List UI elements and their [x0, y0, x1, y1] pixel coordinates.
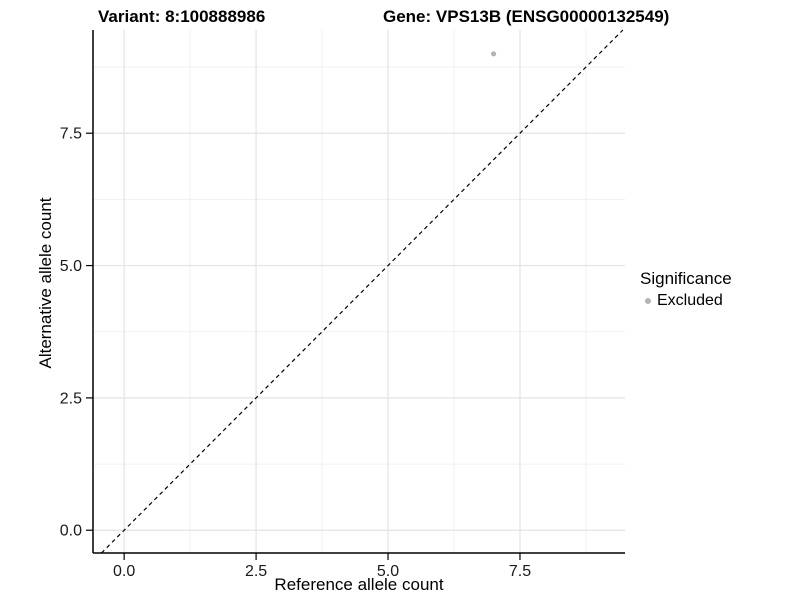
y-tick-label: 5.0 — [60, 258, 82, 275]
identity-reference-line — [101, 29, 624, 554]
y-tick-label: 0.0 — [60, 523, 82, 540]
legend-item-excluded: Excluded — [645, 291, 732, 310]
legend: Significance Excluded — [640, 269, 732, 310]
gene-title: Gene: VPS13B (ENSG00000132549) — [383, 7, 670, 26]
x-axis-label: Reference allele count — [274, 575, 444, 594]
data-point — [490, 51, 497, 57]
legend-item-label: Excluded — [657, 292, 723, 309]
x-tick-label: 2.5 — [245, 563, 267, 580]
legend-title: Significance — [640, 269, 732, 288]
x-tick-label: 0.0 — [113, 563, 135, 580]
legend-point-icon — [645, 297, 651, 304]
x-tick-label: 7.5 — [509, 563, 531, 580]
y-tick-label: 2.5 — [60, 390, 82, 407]
y-axis-label: Alternative allele count — [36, 197, 55, 369]
variant-title: Variant: 8:100888986 — [98, 7, 266, 26]
x-tick-label: 5.0 — [377, 563, 399, 580]
y-tick-label: 7.5 — [60, 126, 82, 143]
